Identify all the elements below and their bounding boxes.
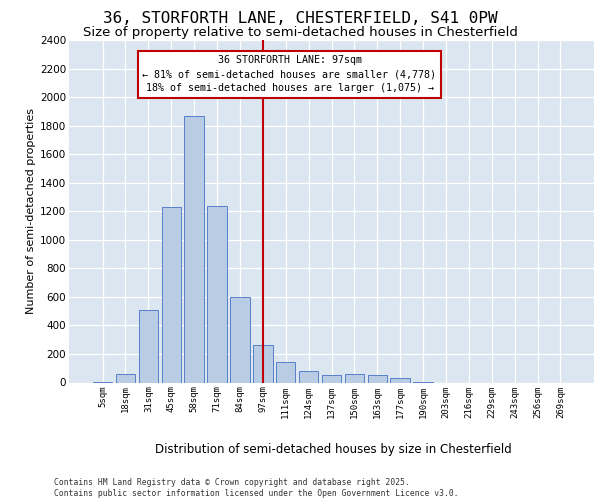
Bar bbox=[208, 206, 227, 382]
Bar bbox=[322, 376, 341, 382]
Text: Contains HM Land Registry data © Crown copyright and database right 2025.
Contai: Contains HM Land Registry data © Crown c… bbox=[54, 478, 458, 498]
Y-axis label: Number of semi-detached properties: Number of semi-detached properties bbox=[26, 108, 36, 314]
Bar bbox=[368, 376, 387, 382]
Text: Distribution of semi-detached houses by size in Chesterfield: Distribution of semi-detached houses by … bbox=[155, 442, 511, 456]
Bar bbox=[139, 310, 158, 382]
Bar bbox=[230, 297, 250, 382]
Bar bbox=[116, 374, 135, 382]
Bar bbox=[184, 116, 204, 382]
Bar bbox=[391, 378, 410, 382]
Text: Size of property relative to semi-detached houses in Chesterfield: Size of property relative to semi-detach… bbox=[83, 26, 517, 39]
Bar bbox=[253, 344, 272, 383]
Text: 36, STORFORTH LANE, CHESTERFIELD, S41 0PW: 36, STORFORTH LANE, CHESTERFIELD, S41 0P… bbox=[103, 11, 497, 26]
Bar bbox=[276, 362, 295, 382]
Bar bbox=[161, 207, 181, 382]
Text: 36 STORFORTH LANE: 97sqm
← 81% of semi-detached houses are smaller (4,778)
18% o: 36 STORFORTH LANE: 97sqm ← 81% of semi-d… bbox=[143, 56, 437, 94]
Bar bbox=[344, 374, 364, 382]
Bar bbox=[299, 371, 319, 382]
